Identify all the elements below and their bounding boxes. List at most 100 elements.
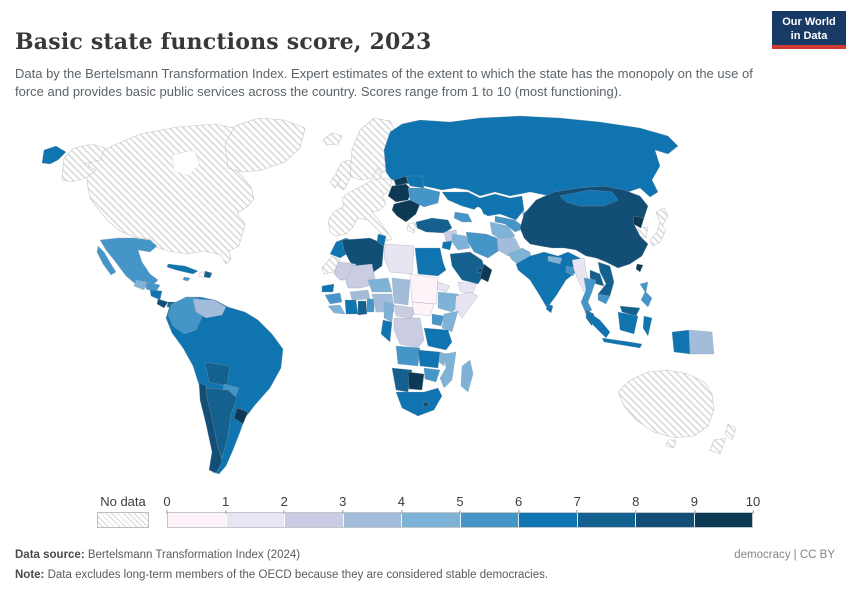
legend-bin-2[interactable]	[285, 513, 344, 527]
country-iran[interactable]	[465, 231, 501, 259]
country-papua-new-guinea[interactable]	[688, 329, 715, 355]
country-uzbekistan[interactable]	[494, 215, 526, 233]
country-alaska[interactable]	[61, 143, 106, 183]
country-nicaragua[interactable]	[149, 289, 163, 301]
country-senegal[interactable]	[321, 283, 335, 293]
country-cameroon[interactable]	[383, 301, 395, 323]
country-oman[interactable]	[479, 263, 493, 283]
country-russia[interactable]	[383, 115, 679, 198]
country-cuba[interactable]	[166, 263, 199, 275]
country-liberia[interactable]	[327, 304, 346, 315]
country-western-europe[interactable]	[327, 177, 393, 242]
country-haiti[interactable]	[198, 271, 206, 279]
country-taiwan[interactable]	[635, 263, 644, 273]
country-ireland[interactable]	[329, 173, 341, 189]
country-ukraine[interactable]	[407, 187, 441, 208]
legend-bin-6[interactable]	[519, 513, 578, 527]
country-niger[interactable]	[367, 277, 393, 293]
country-china[interactable]	[519, 185, 649, 269]
country-eritrea[interactable]	[436, 281, 451, 293]
country-papua-indonesia[interactable]	[671, 329, 691, 355]
legend-bin-9[interactable]	[694, 513, 752, 527]
country-turkey[interactable]	[415, 217, 453, 234]
country-kenya[interactable]	[441, 310, 459, 333]
country-new-zealand-south[interactable]	[709, 437, 727, 455]
country-south-africa[interactable]	[395, 387, 443, 417]
country-tunisia[interactable]	[376, 233, 387, 247]
country-mongolia[interactable]	[559, 189, 619, 207]
country-georgia-azerbaijan[interactable]	[453, 211, 473, 223]
legend-bin-3[interactable]	[343, 513, 402, 527]
country-canada-usa[interactable]	[85, 123, 255, 265]
country-sudan[interactable]	[409, 273, 439, 305]
legend-bin-7[interactable]	[577, 513, 636, 527]
country-iceland[interactable]	[322, 132, 343, 146]
country-guinea[interactable]	[324, 292, 343, 305]
legend-bin-0[interactable]	[168, 513, 227, 527]
country-south-sudan[interactable]	[411, 301, 435, 317]
country-chukotka-russia[interactable]	[41, 145, 67, 165]
country-nepal[interactable]	[547, 255, 563, 265]
country-java-indonesia[interactable]	[601, 337, 643, 349]
country-baltics[interactable]	[393, 175, 409, 187]
country-sulawesi-indonesia[interactable]	[642, 315, 653, 337]
source-text[interactable]: Bertelsmann Transformation Index (2024)	[84, 549, 301, 561]
country-belarus[interactable]	[405, 175, 425, 189]
country-burkina-faso[interactable]	[349, 289, 371, 301]
country-tanzania[interactable]	[423, 327, 453, 351]
legend-bin-8[interactable]	[636, 513, 695, 527]
country-sumatra-indonesia[interactable]	[585, 311, 611, 339]
country-greece[interactable]	[406, 221, 417, 234]
country-mexico[interactable]	[99, 237, 159, 289]
country-costa-rica[interactable]	[156, 298, 169, 309]
country-baja-mexico[interactable]	[96, 245, 117, 276]
country-laos[interactable]	[589, 269, 605, 287]
country-dominican-republic[interactable]	[203, 270, 213, 279]
country-australia[interactable]	[617, 369, 715, 439]
country-balkans-romania[interactable]	[391, 199, 421, 223]
country-botswana[interactable]	[407, 371, 425, 391]
country-new-zealand-north[interactable]	[724, 423, 737, 441]
country-kazakhstan[interactable]	[441, 191, 525, 221]
country-venezuela[interactable]	[192, 298, 227, 319]
country-north-korea[interactable]	[632, 215, 645, 229]
country-mozambique[interactable]	[439, 351, 457, 389]
country-zimbabwe[interactable]	[423, 367, 441, 383]
country-cote-divoire[interactable]	[344, 299, 359, 315]
country-cambodia[interactable]	[597, 293, 611, 305]
country-uganda[interactable]	[431, 313, 445, 327]
country-poland-czechia-hungary[interactable]	[387, 183, 413, 203]
country-angola[interactable]	[395, 345, 421, 367]
country-dr-congo[interactable]	[393, 317, 425, 349]
country-algeria[interactable]	[341, 237, 385, 277]
legend-bin-4[interactable]	[402, 513, 461, 527]
country-madagascar[interactable]	[460, 359, 474, 393]
country-gabon-congo[interactable]	[380, 319, 393, 343]
country-ghana[interactable]	[357, 300, 368, 316]
country-thailand[interactable]	[580, 277, 597, 315]
country-chad[interactable]	[391, 277, 411, 306]
country-somalia[interactable]	[454, 291, 479, 319]
owid-logo[interactable]: Our World in Data	[772, 11, 846, 49]
country-denmark[interactable]	[372, 167, 383, 181]
country-argentina[interactable]	[205, 387, 238, 459]
country-iraq[interactable]	[451, 233, 471, 251]
country-greenland[interactable]	[224, 117, 306, 173]
legend-bin-5[interactable]	[460, 513, 519, 527]
country-jordan[interactable]	[441, 240, 453, 251]
country-colombia[interactable]	[167, 296, 204, 335]
country-sri-lanka[interactable]	[545, 303, 554, 314]
country-uruguay[interactable]	[233, 407, 249, 425]
country-tasmania[interactable]	[665, 439, 677, 449]
country-japan[interactable]	[649, 207, 669, 247]
country-guatemala[interactable]	[133, 279, 148, 291]
legend-bar[interactable]	[167, 512, 753, 528]
legend-no-data[interactable]: No data	[97, 494, 149, 528]
country-zambia[interactable]	[417, 349, 441, 369]
footer-license[interactable]: democracy | CC BY	[734, 549, 835, 561]
country-philippines[interactable]	[639, 281, 653, 308]
country-libya[interactable]	[383, 243, 415, 275]
country-egypt[interactable]	[414, 247, 447, 277]
country-borneo-indonesia[interactable]	[617, 311, 639, 335]
country-togo-benin[interactable]	[366, 298, 375, 313]
